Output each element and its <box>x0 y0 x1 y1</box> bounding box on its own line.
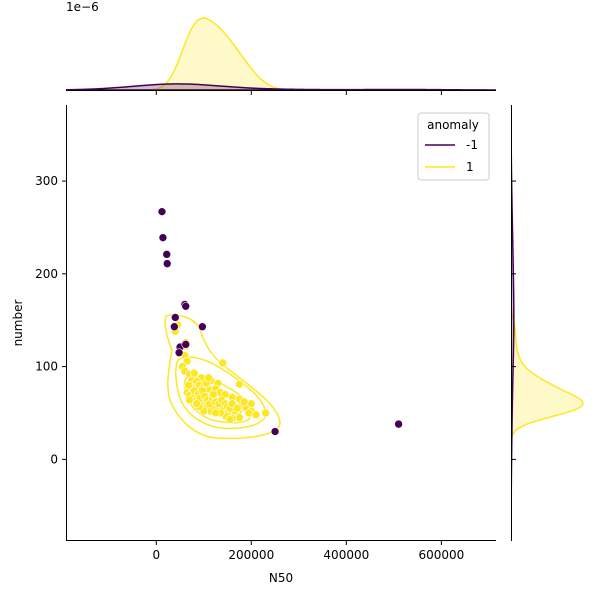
scatter-point <box>235 379 244 389</box>
scatter-point <box>182 356 192 366</box>
x-tick-label: 400000 <box>323 548 369 562</box>
y-tick-label: 100 <box>35 360 58 374</box>
scatter-point <box>225 415 235 424</box>
y-tick-label: 300 <box>35 174 58 188</box>
main-plot-area: 0 200000 400000 600000 0 100 200 300 N50 numbe… <box>11 90 516 585</box>
x-axis-ticks: 0 200000 400000 600000 <box>152 90 464 562</box>
scatter-point <box>162 250 172 259</box>
top-kde-anomaly-neg1 <box>66 83 496 91</box>
scatter-point <box>198 322 207 332</box>
x-tick-label: 200000 <box>228 548 274 562</box>
density-contour-outer <box>164 314 281 440</box>
top-kde-anomaly-1 <box>66 17 496 91</box>
top-marginal-distribution <box>66 17 496 91</box>
legend-entry-neg1: -1 <box>425 138 478 152</box>
scatter-point <box>184 380 193 390</box>
x-tick-label: 0 <box>152 548 160 562</box>
scatter-point <box>181 340 191 349</box>
scatter-point <box>162 259 172 268</box>
scatter-points <box>157 207 403 436</box>
density-contours <box>164 314 281 440</box>
x-tick-label: 600000 <box>418 548 464 562</box>
scatter-point <box>232 404 242 413</box>
right-kde-anomaly-1 <box>511 105 584 541</box>
scatter-point <box>181 302 191 311</box>
scatter-point <box>394 419 403 429</box>
y-axis-ticks: 0 100 200 300 <box>35 174 516 466</box>
scatter-point <box>218 358 228 368</box>
scatter-point <box>251 410 261 420</box>
y-tick-label: 200 <box>35 267 58 281</box>
scatter-point <box>192 399 201 409</box>
scatter-point <box>170 313 180 322</box>
top-marginal-offset-label: 1e−6 <box>66 0 99 14</box>
right-marginal-distribution <box>511 105 584 541</box>
density-contour-middle <box>175 356 267 430</box>
legend-box <box>417 112 490 181</box>
legend-label-1: 1 <box>466 160 474 174</box>
y-tick-label: 0 <box>50 452 58 466</box>
scatter-point <box>170 322 179 332</box>
scatter-point <box>270 427 280 436</box>
legend-entry-1: 1 <box>425 160 474 174</box>
legend-label-neg1: -1 <box>466 138 478 152</box>
scatter-point <box>247 399 256 409</box>
x-axis-label: N50 <box>269 571 293 585</box>
scatter-point <box>157 207 167 216</box>
scatter-point <box>261 408 270 418</box>
scatter-point <box>174 348 184 357</box>
legend-title: anomaly <box>427 118 479 132</box>
scatter-point <box>211 408 220 418</box>
scatter-point <box>185 395 194 405</box>
scatter-point <box>189 368 199 378</box>
y-axis-label: number <box>11 300 25 347</box>
scatter-point <box>208 390 218 399</box>
legend: anomaly -1 1 <box>417 112 490 181</box>
scatter-point <box>158 233 168 242</box>
scatter-point <box>239 397 249 407</box>
scatter-point <box>244 408 254 418</box>
scatter-point <box>204 373 213 383</box>
scatter-point <box>235 413 244 422</box>
